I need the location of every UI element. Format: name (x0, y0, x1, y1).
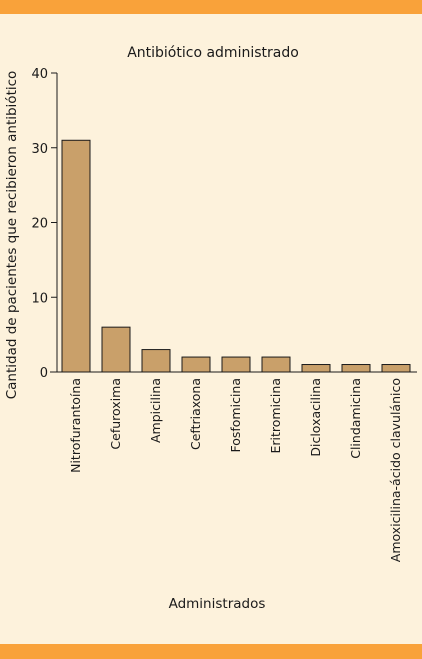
x-tick-label: Nitrofurantoína (68, 378, 83, 473)
bar-7 (301, 364, 331, 373)
y-tick-label: 30 (31, 142, 48, 157)
x-tick-label: Ceftriaxona (188, 378, 203, 450)
x-tick-label: Ampicilina (148, 378, 163, 443)
x-tick-label: Amoxicilina-ácido clavulánico (388, 378, 403, 562)
y-axis-title: Cantidad de pacientes que recibieron ant… (4, 71, 20, 400)
y-tick-label: 10 (31, 291, 48, 306)
bar-2 (101, 326, 131, 373)
bar-6 (261, 356, 291, 373)
bottom-band (0, 644, 422, 659)
x-tick-label: Eritromicina (268, 378, 283, 454)
x-tick-label: Cefuroxima (108, 378, 123, 450)
y-tick-label: 20 (31, 217, 48, 232)
y-tick-label: 40 (31, 67, 48, 82)
y-ticks-group: 0 10 20 30 40 (31, 67, 57, 381)
x-tick-label: Clindamicina (348, 378, 363, 459)
x-axis-title: Administrados (169, 596, 266, 612)
bar-4 (181, 356, 211, 373)
bar-9 (381, 364, 411, 373)
x-labels-group: Nitrofurantoína Cefuroxima Ampicilina Ceftr… (68, 378, 403, 562)
x-tick-label: Fosfomicina (228, 378, 243, 453)
top-band (0, 0, 422, 14)
bar-3 (141, 349, 171, 373)
bar-5 (221, 356, 251, 373)
bars-group (61, 139, 411, 373)
y-tick-label: 0 (40, 366, 48, 381)
bar-8 (341, 364, 371, 373)
chart-title: Antibiótico administrado (127, 45, 299, 61)
x-tick-label: Dicloxacilina (308, 378, 323, 457)
bar-1 (61, 139, 91, 373)
